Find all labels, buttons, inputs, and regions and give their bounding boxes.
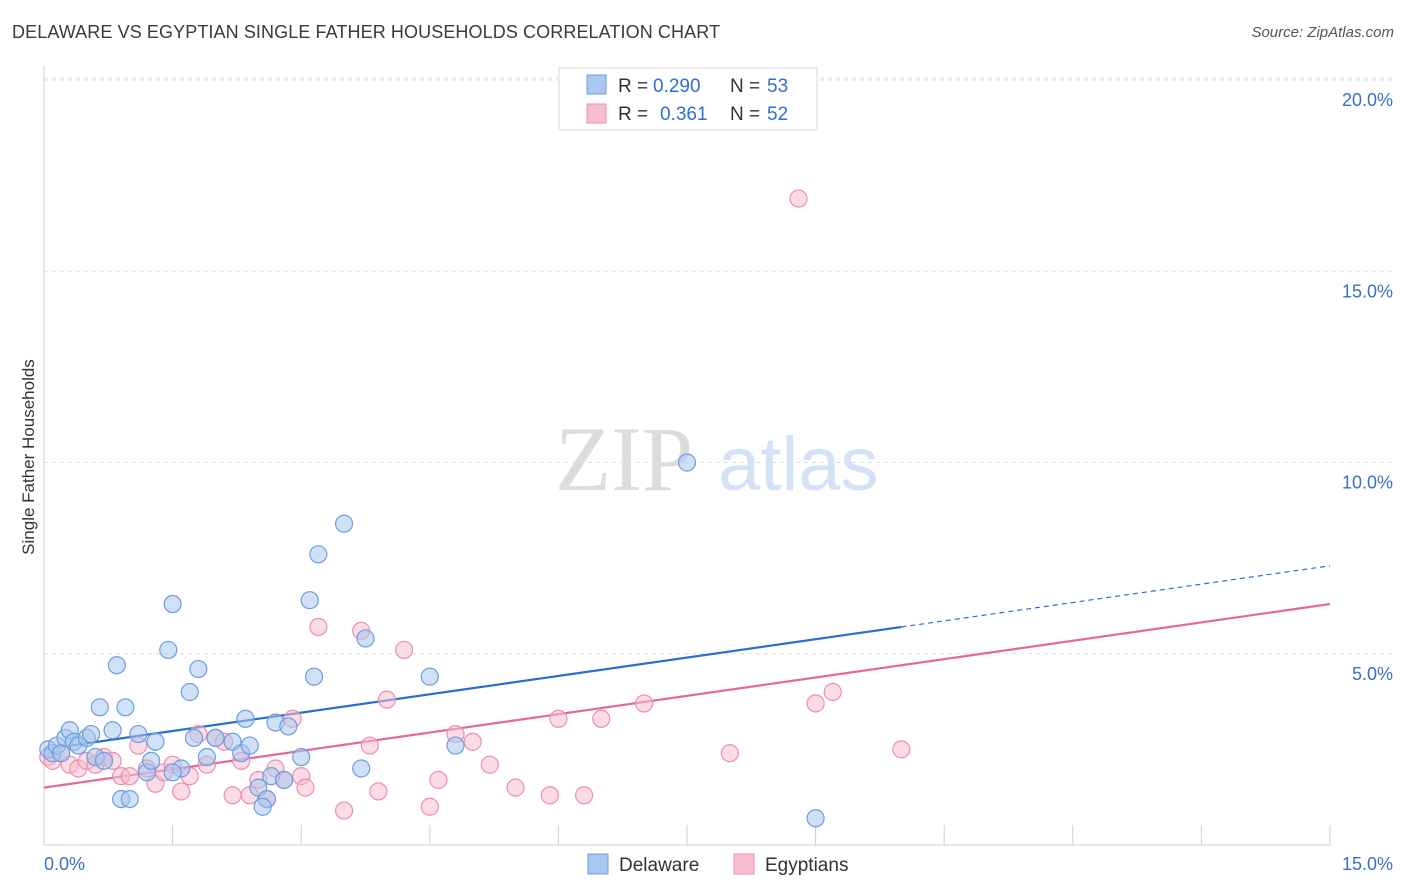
egyptians-point <box>394 640 414 660</box>
watermark-atlas: atlas <box>718 422 879 507</box>
correlation-legend: R = 0.290 N = 53 R = 0.361 N = 52 <box>558 67 818 131</box>
delaware-trend-line <box>43 625 902 751</box>
legend-n-delaware: 53 <box>767 76 788 97</box>
delaware-point <box>356 629 375 648</box>
egyptians-point <box>369 782 388 801</box>
legend-r-egyptians: 0.361 <box>660 104 708 125</box>
bottom-legend-delaware: Delaware <box>619 855 699 876</box>
delaware-point <box>253 797 272 816</box>
watermark-zip: ZIP <box>555 408 693 510</box>
egyptians-point <box>892 740 911 759</box>
axes <box>43 66 1331 846</box>
egyptians-point <box>334 801 354 820</box>
delaware-point <box>90 698 109 717</box>
egyptians-point <box>377 690 397 709</box>
legend-n-egyptians: 52 <box>767 104 788 125</box>
delaware-point <box>129 724 148 744</box>
delaware-point <box>352 759 371 778</box>
egyptians-point <box>120 767 139 786</box>
delaware-points <box>39 453 825 828</box>
legend-r-delaware: 0.290 <box>653 76 701 97</box>
delaware-point <box>420 667 439 686</box>
legend-r-label-egyptians: R = <box>618 104 648 125</box>
x-tick-label-max: 15.0% <box>1342 854 1393 874</box>
delaware-point <box>677 453 697 472</box>
egyptians-point <box>420 797 439 816</box>
egyptians-point <box>360 736 379 755</box>
delaware-point <box>334 514 354 533</box>
bottom-legend-swatch-egyptians <box>733 853 755 875</box>
trend-lines <box>43 565 1331 789</box>
delaware-point <box>292 747 311 767</box>
egyptians-point <box>549 709 568 728</box>
gridlines <box>44 77 1395 655</box>
delaware-point <box>806 809 825 828</box>
delaware-point <box>279 717 298 736</box>
y-axis-label: Single Father Households <box>19 359 38 555</box>
egyptians-point <box>575 786 594 805</box>
legend-n-label-delaware: N = <box>730 76 760 97</box>
delaware-point <box>197 747 216 767</box>
egyptians-point <box>806 694 825 713</box>
delaware-point <box>236 709 255 728</box>
egyptians-point <box>592 709 611 728</box>
delaware-point <box>163 594 182 614</box>
egyptians-trend-line <box>43 602 1331 789</box>
egyptians-point <box>540 786 559 805</box>
bottom-legend-swatch-delaware <box>587 853 609 875</box>
egyptians-point <box>635 694 654 713</box>
egyptians-point <box>480 755 499 774</box>
egyptians-point <box>309 617 328 637</box>
delaware-point <box>146 732 165 751</box>
delaware-point <box>103 721 122 740</box>
source-label: Source: ZipAtlas.com <box>1251 24 1394 41</box>
legend-r-label-delaware: R = <box>618 76 648 97</box>
x-tick-label-min: 0.0% <box>44 854 85 874</box>
delaware-point <box>189 659 208 679</box>
delaware-point <box>304 667 324 686</box>
delaware-point <box>206 728 225 748</box>
delaware-point <box>446 736 465 755</box>
egyptians-point <box>720 744 739 763</box>
delaware-point <box>180 682 199 702</box>
egyptians-point <box>172 782 191 801</box>
legend-swatch-egyptians <box>586 103 607 124</box>
egyptians-point <box>429 770 448 790</box>
legend-swatch-delaware <box>586 74 607 95</box>
y-tick-label: 10.0% <box>1342 473 1393 493</box>
series-legend: Delaware Egyptians <box>587 853 848 876</box>
y-tick-label: 5.0% <box>1352 664 1393 684</box>
delaware-point <box>184 728 204 748</box>
delaware-point <box>274 770 294 790</box>
delaware-trend-extension <box>901 565 1331 628</box>
delaware-point <box>94 751 114 770</box>
delaware-point <box>240 736 259 755</box>
egyptians-point <box>823 682 842 702</box>
egyptians-point <box>296 778 315 797</box>
egyptians-point <box>789 189 808 208</box>
delaware-point <box>107 656 126 675</box>
delaware-point <box>163 763 182 782</box>
legend-n-label-egyptians: N = <box>730 104 760 125</box>
delaware-point <box>309 545 328 564</box>
egyptians-point <box>463 732 482 751</box>
delaware-point <box>120 789 139 809</box>
delaware-point <box>116 698 135 717</box>
y-tick-label: 20.0% <box>1342 90 1393 110</box>
delaware-point <box>300 591 319 610</box>
egyptians-point <box>223 786 242 805</box>
delaware-point <box>159 640 178 660</box>
bottom-legend-egyptians: Egyptians <box>765 855 848 876</box>
chart-title: DELAWARE VS EGYPTIAN SINGLE FATHER HOUSE… <box>12 22 721 42</box>
y-tick-label: 15.0% <box>1342 281 1393 301</box>
tick-labels: 5.0% 10.0% 15.0% 20.0% 0.0% 15.0% <box>44 90 1393 874</box>
delaware-point <box>142 751 161 770</box>
watermark: ZIP atlas <box>555 408 879 510</box>
egyptians-point <box>506 778 525 797</box>
delaware-point <box>82 724 101 744</box>
